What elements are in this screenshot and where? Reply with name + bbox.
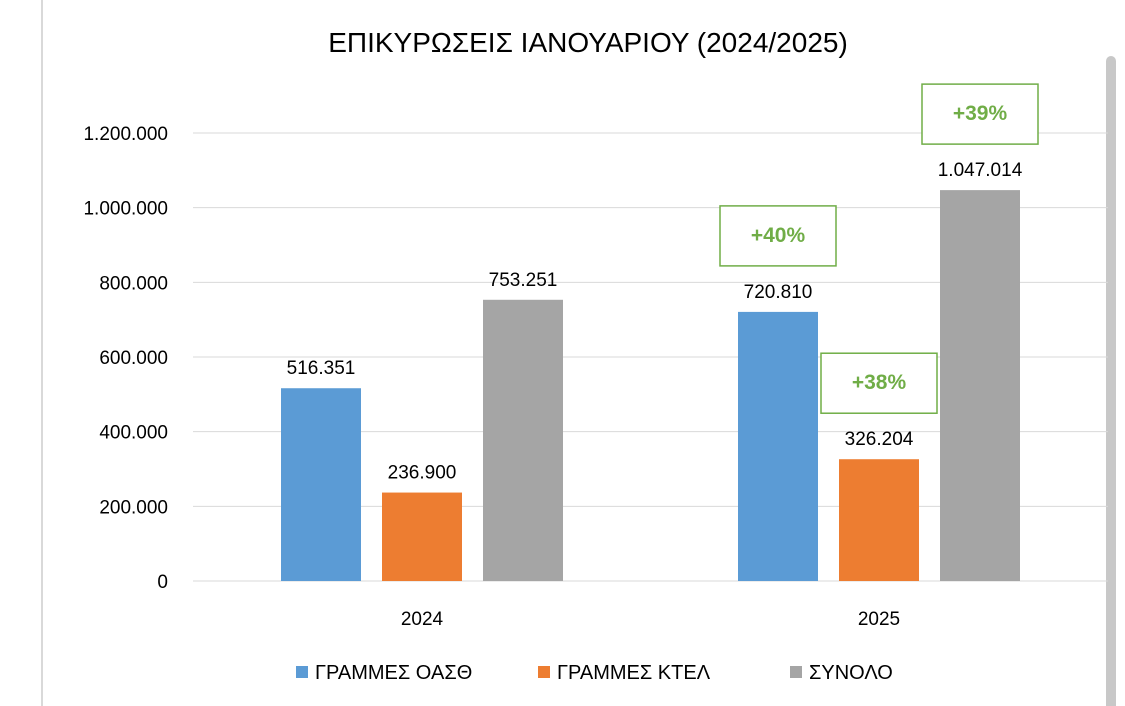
annotation-text: +38% — [852, 371, 907, 394]
annotation-box — [719, 205, 837, 267]
bar — [281, 388, 361, 581]
bar — [483, 299, 563, 581]
chart-title: ΕΠΙΚΥΡΩΣΕΙΣ ΙΑΝΟΥΑΡΙΟΥ (2024/2025) — [328, 27, 848, 58]
x-tick-label: 2025 — [858, 609, 900, 630]
annotation-box — [921, 83, 1039, 145]
y-tick-label: 0 — [157, 572, 168, 593]
data-label: 326.204 — [845, 429, 914, 450]
y-tick-label: 400.000 — [99, 423, 168, 444]
legend-label: ΣΥΝΟΛΟ — [809, 662, 893, 684]
y-tick-label: 200.000 — [99, 497, 168, 518]
y-tick-label: 1.000.000 — [83, 199, 168, 220]
annotation-text: +40% — [751, 224, 806, 247]
data-label: 236.900 — [388, 463, 457, 484]
bar — [839, 459, 919, 581]
legend: ΓΡΑΜΜΕΣ ΟΑΣΘ ΓΡΑΜΜΕΣ ΚΤΕΛ ΣΥΝΟΛΟ — [296, 662, 893, 684]
legend-label: ΓΡΑΜΜΕΣ ΚΤΕΛ — [557, 662, 711, 684]
bar — [940, 190, 1020, 581]
data-label: 753.251 — [489, 270, 558, 291]
x-axis-tick-labels: 2024 2025 — [401, 609, 900, 630]
legend-swatch — [538, 666, 550, 678]
annotations: +40% +38% +39% — [719, 83, 1039, 414]
annotation-box — [820, 352, 938, 414]
legend-swatch — [296, 666, 308, 678]
bar — [382, 492, 462, 581]
y-axis-tick-labels: 0 200.000 400.000 600.000 800.000 1.000.000 1.… — [83, 124, 168, 593]
bars — [281, 190, 1020, 581]
legend-label: ΓΡΑΜΜΕΣ ΟΑΣΘ — [315, 662, 472, 684]
data-label: 516.351 — [287, 358, 356, 379]
data-label: 720.810 — [744, 282, 813, 303]
annotation-text: +39% — [953, 102, 1008, 125]
data-label: 1.047.014 — [938, 160, 1023, 181]
bar — [738, 311, 818, 581]
y-tick-label: 1.200.000 — [83, 124, 168, 145]
y-tick-label: 600.000 — [99, 348, 168, 369]
y-tick-label: 800.000 — [99, 273, 168, 294]
panel-left-edge — [41, 0, 43, 706]
x-tick-label: 2024 — [401, 609, 444, 630]
legend-swatch — [790, 666, 802, 678]
data-labels: 516.351 236.900 753.251 720.810 326.204 1.047… — [287, 160, 1023, 483]
vertical-scrollbar[interactable] — [1106, 56, 1116, 706]
